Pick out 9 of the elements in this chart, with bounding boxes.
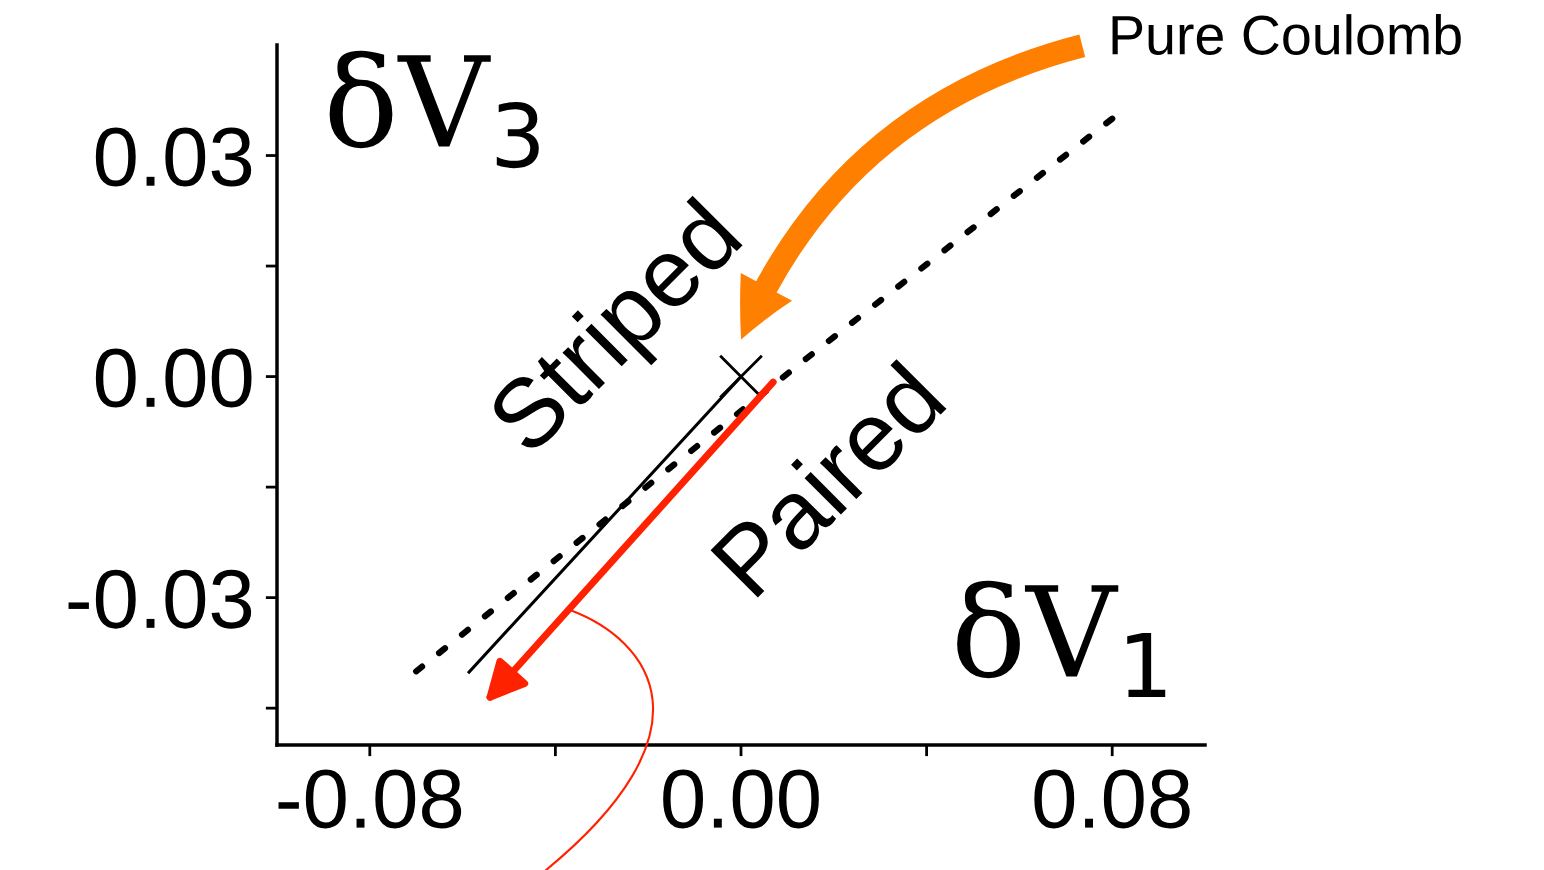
x-tick-label: 0.00 (663, 769, 819, 829)
y-tick-label: 0.00 (95, 348, 252, 408)
annotation: Pure Coulomb (1112, 14, 1461, 55)
y-tick-label: -0.03 (68, 569, 252, 629)
x-tick-label: 0.08 (1034, 769, 1190, 829)
x-axis-title: δV$_{1}$ (957, 580, 1166, 697)
y-tick-label: 0.03 (95, 127, 252, 187)
x-tick-label: -0.08 (278, 769, 462, 829)
y-axis-title: δV$_{3}$ (329, 50, 539, 169)
